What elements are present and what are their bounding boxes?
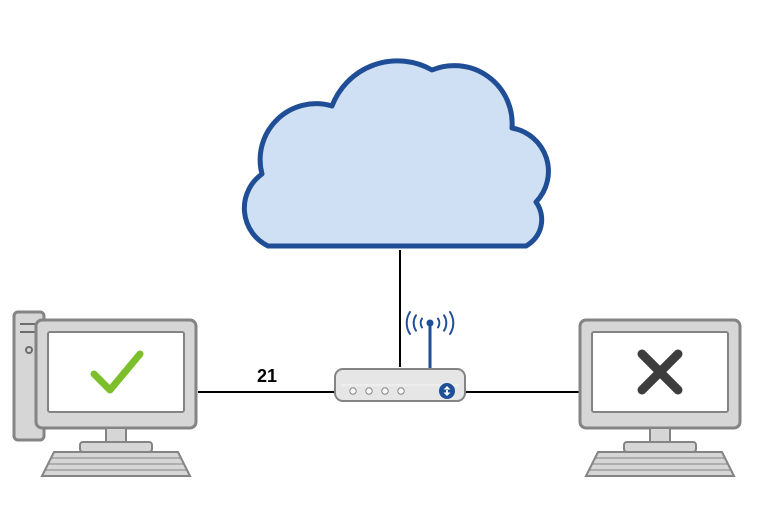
wifi-arc-right-0 [438, 319, 439, 328]
router-led-1 [366, 388, 372, 394]
monitor-stand-base [80, 442, 152, 452]
wifi-arc-left-1 [414, 315, 416, 330]
wifi-arc-right-2 [450, 312, 453, 334]
wifi-arc-left-0 [421, 319, 422, 328]
pc-right [580, 320, 740, 476]
router-led-0 [350, 388, 356, 394]
monitor-stand-neck [106, 428, 126, 442]
router-antenna-tip [427, 320, 434, 327]
router-led-3 [398, 388, 404, 394]
monitor-stand-base [624, 442, 696, 452]
router-led-2 [382, 388, 388, 394]
pc-left [14, 312, 196, 476]
monitor-screen [48, 332, 184, 412]
wifi-arc-left-2 [407, 312, 410, 334]
cloud-icon [244, 61, 548, 246]
edge-label-pc-left-to-router: 21 [257, 366, 277, 386]
monitor-stand-neck [650, 428, 670, 442]
network-diagram: 21 [0, 0, 760, 507]
wifi-arc-right-1 [444, 315, 446, 330]
